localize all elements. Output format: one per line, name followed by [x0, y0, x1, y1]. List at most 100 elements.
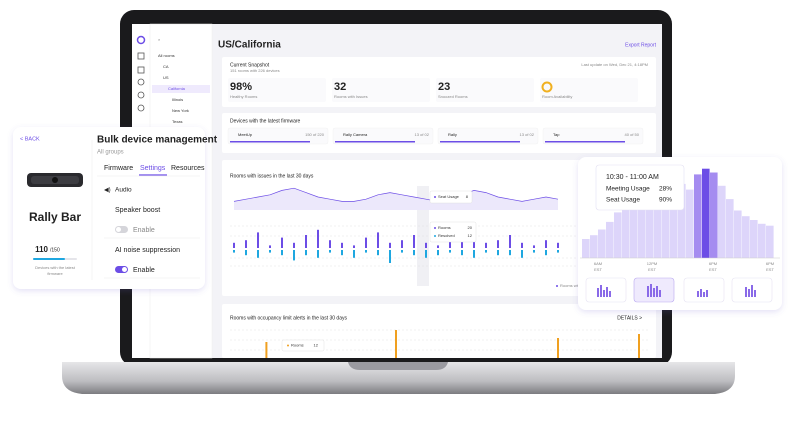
stat-box: [436, 78, 534, 102]
bar-resolved: [533, 250, 535, 253]
snapshot-title: Current Snapshot: [230, 62, 270, 68]
availability-ring: [541, 81, 553, 93]
device-note: Devices with the latest: [35, 265, 76, 270]
tooltip-time: 10:30 - 11:00 AM: [606, 174, 659, 181]
x-tick-label: EST: [594, 267, 602, 272]
usage-bar: [662, 182, 670, 258]
back-link[interactable]: < BACK: [20, 136, 40, 142]
bar-opened: [461, 237, 463, 248]
x-tick-label: 6PM: [709, 261, 717, 266]
occupancy-title: Rooms with occupancy limit alerts in the…: [230, 315, 347, 321]
tree-item: Illinois: [172, 97, 183, 102]
tree-item: CA: [163, 64, 169, 69]
snapshot-subtitle: 151 rooms with 226 devices: [230, 68, 280, 73]
usage-bar: [598, 229, 606, 258]
page-title: US/California: [218, 40, 281, 51]
fw-count: 40 of 50: [625, 132, 640, 137]
usage-bar: [758, 223, 766, 258]
setting-label: AI noise suppression: [115, 247, 180, 254]
bar-opened: [533, 245, 535, 248]
stat-box: [228, 78, 326, 102]
bar-resolved: [329, 250, 331, 253]
tooltip-label: Rooms: [438, 225, 451, 230]
tree-item: All rooms: [158, 53, 175, 58]
bar-resolved: [401, 250, 403, 253]
bar: [638, 334, 640, 358]
fw-progress: [545, 141, 625, 143]
fw-progress: [230, 141, 310, 143]
tab[interactable]: Firmware: [104, 165, 133, 172]
tooltip: [281, 339, 325, 352]
bar-opened: [365, 237, 367, 248]
fw-box: [542, 127, 644, 145]
bar-opened: [389, 242, 391, 248]
bulk-title: Bulk device management: [97, 135, 218, 146]
stat-value: 23: [438, 81, 450, 93]
logo: [136, 35, 146, 45]
fw-name: Rally: [448, 132, 457, 137]
bar-opened: [413, 235, 415, 248]
details-link[interactable]: DETAILS >: [617, 315, 642, 321]
bar-resolved: [245, 250, 247, 256]
tooltip-value: 20: [468, 225, 473, 230]
legend-entry: Rooms with issues: [560, 283, 593, 288]
toggle-knob: [122, 267, 127, 272]
tooltip-value: 12: [314, 343, 319, 348]
fw-box: [227, 127, 329, 145]
laptop-notch: [348, 362, 448, 370]
bar-resolved: [497, 250, 499, 256]
snapshot-updated: Last update on Wed, Dec 21, 4:18PM: [581, 62, 648, 67]
usage-bar: [734, 210, 742, 258]
bar-opened: [497, 240, 499, 248]
laptop-base: [62, 362, 735, 394]
tooltip-value: 8: [466, 194, 469, 199]
bar-resolved: [269, 250, 271, 253]
x-tick-label: 12PM: [647, 261, 657, 266]
tooltip-label: Seat Usage: [438, 194, 460, 199]
bar-opened: [233, 242, 235, 248]
usage-bar: [606, 221, 614, 258]
toggle-label: Enable: [133, 227, 155, 234]
fw-progress: [335, 141, 415, 143]
usage-bar: [654, 183, 662, 258]
bar: [265, 342, 268, 358]
bulk-subtitle: All groups: [97, 150, 124, 156]
device-name: Rally Bar: [29, 210, 81, 224]
bar-opened: [269, 245, 271, 248]
tab-active[interactable]: Settings: [140, 165, 166, 172]
device-note: firmware: [47, 271, 63, 276]
bar-opened: [293, 242, 295, 248]
bar: [557, 338, 559, 358]
bar-opened: [281, 237, 283, 248]
fw-box: [437, 127, 539, 145]
usage-bar: [582, 239, 590, 258]
fw-count: 13 of 02: [520, 132, 535, 137]
row-label: Seat Usage: [606, 197, 640, 204]
bar-resolved: [449, 250, 451, 253]
firmware-title: Devices with the latest firmware: [230, 118, 301, 124]
bar-resolved: [257, 250, 259, 258]
occupancy-card: [222, 304, 656, 358]
stat-label: Snoozed Rooms: [438, 94, 468, 99]
x-tick-label: EST: [648, 267, 656, 272]
bulk-card: [13, 127, 205, 289]
usage-bar: [678, 183, 686, 258]
bar-resolved: [473, 250, 475, 258]
row-label: Meeting Usage: [606, 186, 650, 193]
bar-opened: [341, 242, 343, 248]
bar-opened: [257, 232, 259, 248]
tab[interactable]: Resources: [171, 165, 205, 172]
row-value: 90%: [659, 197, 672, 204]
bar-resolved: [557, 250, 559, 253]
x-tick-label: EST: [709, 267, 717, 272]
tree-selected: [152, 85, 210, 93]
tree-item: Texas: [172, 119, 182, 124]
export-link[interactable]: Export Report: [625, 42, 656, 48]
trend-area: [234, 188, 558, 210]
progress: [33, 258, 65, 260]
stat-box: [332, 78, 430, 102]
bar-resolved: [425, 250, 427, 258]
row-value: 28%: [659, 186, 672, 193]
